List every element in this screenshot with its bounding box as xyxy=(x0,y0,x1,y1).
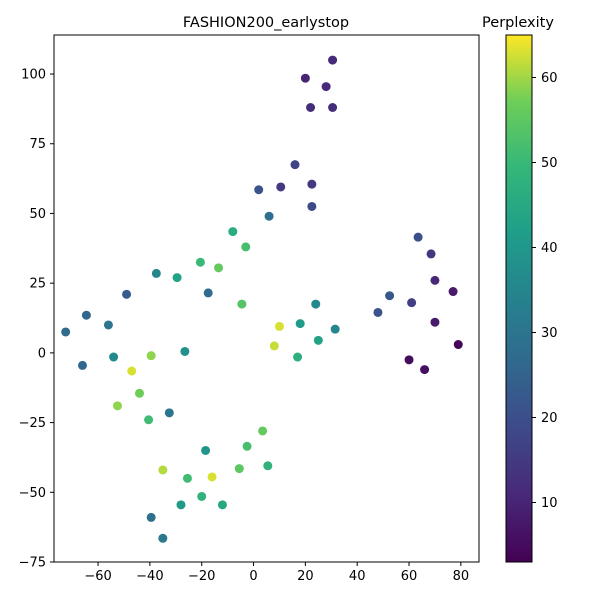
data-point xyxy=(203,288,213,298)
data-point xyxy=(263,461,273,471)
y-tick-label: 0 xyxy=(38,346,46,361)
colorbar-tick-label: 50 xyxy=(541,156,558,171)
plot-frame xyxy=(53,34,480,563)
data-point xyxy=(207,472,217,482)
x-axis: −60 −40 −20 0 20 40 60 80 xyxy=(84,562,469,584)
data-point xyxy=(407,298,417,308)
data-point xyxy=(158,533,168,543)
scatter-points xyxy=(61,55,463,543)
x-tick-label: −40 xyxy=(136,569,163,584)
data-point xyxy=(404,355,414,365)
colorbar-ticks: 10 20 30 40 50 60 xyxy=(532,71,558,511)
y-tick-label: −25 xyxy=(19,416,46,431)
x-tick-label: −20 xyxy=(188,569,215,584)
data-point xyxy=(228,227,238,237)
data-point xyxy=(274,321,284,331)
data-point xyxy=(307,201,317,211)
y-tick-label: 100 xyxy=(21,68,46,83)
data-point xyxy=(122,289,132,299)
data-point xyxy=(197,491,207,501)
data-point xyxy=(195,257,205,267)
data-point xyxy=(264,211,274,221)
colorbar-tick-label: 10 xyxy=(541,496,558,511)
data-point xyxy=(151,268,161,278)
data-point xyxy=(300,73,310,83)
data-point xyxy=(164,408,174,418)
data-point xyxy=(413,232,423,242)
data-point xyxy=(430,317,440,327)
chart-title: FASHION200_earlystop xyxy=(183,15,349,31)
data-point xyxy=(182,473,192,483)
data-point xyxy=(109,352,119,362)
y-tick-label: 25 xyxy=(29,277,46,292)
x-tick-label: 80 xyxy=(453,569,470,584)
data-point xyxy=(293,352,303,362)
data-point xyxy=(426,249,436,259)
x-tick-label: −60 xyxy=(84,569,111,584)
data-point xyxy=(146,351,156,361)
data-point xyxy=(453,340,463,350)
y-tick-label: −50 xyxy=(19,486,46,501)
data-point xyxy=(214,263,224,273)
data-point xyxy=(290,160,300,170)
data-point xyxy=(180,346,190,356)
x-tick-label: 20 xyxy=(297,569,314,584)
data-point xyxy=(127,366,137,376)
data-point xyxy=(254,185,264,195)
data-point xyxy=(306,102,316,112)
data-point xyxy=(135,388,145,398)
data-point xyxy=(385,291,395,301)
data-point xyxy=(237,299,247,309)
data-point xyxy=(311,299,321,309)
data-point xyxy=(81,310,91,320)
data-point xyxy=(242,441,252,451)
data-point xyxy=(241,242,251,252)
data-point xyxy=(269,341,279,351)
data-point xyxy=(276,182,286,192)
y-tick-label: 50 xyxy=(29,207,46,222)
x-tick-label: 40 xyxy=(349,569,366,584)
data-point xyxy=(330,324,340,334)
data-point xyxy=(234,464,244,474)
data-point xyxy=(112,401,122,411)
colorbar xyxy=(505,34,533,563)
data-point xyxy=(217,500,227,510)
data-point xyxy=(172,273,182,283)
data-point xyxy=(144,415,154,425)
data-point xyxy=(103,320,113,330)
x-tick-label: 0 xyxy=(249,569,257,584)
colorbar-tick-label: 40 xyxy=(541,241,558,256)
data-point xyxy=(146,512,156,522)
y-tick-label: 75 xyxy=(29,137,46,152)
data-point xyxy=(328,102,338,112)
data-point xyxy=(61,327,71,337)
data-point xyxy=(321,82,331,92)
data-point xyxy=(78,360,88,370)
data-point xyxy=(448,287,458,297)
data-point xyxy=(258,426,268,436)
x-tick-label: 60 xyxy=(401,569,418,584)
colorbar-label: Perplexity xyxy=(482,15,554,31)
colorbar-tick-label: 30 xyxy=(541,326,558,341)
colorbar-tick-label: 20 xyxy=(541,411,558,426)
colorbar-tick-label: 60 xyxy=(541,71,558,86)
y-axis: −75 −50 −25 0 25 50 75 100 xyxy=(19,68,54,571)
data-point xyxy=(307,179,317,189)
data-point xyxy=(313,335,323,345)
data-point xyxy=(295,319,305,329)
data-point xyxy=(158,465,168,475)
data-point xyxy=(373,307,383,317)
y-tick-label: −75 xyxy=(19,556,46,571)
data-point xyxy=(176,500,186,510)
data-point xyxy=(430,275,440,285)
data-point xyxy=(420,365,430,375)
data-point xyxy=(201,445,211,455)
data-point xyxy=(328,55,338,65)
